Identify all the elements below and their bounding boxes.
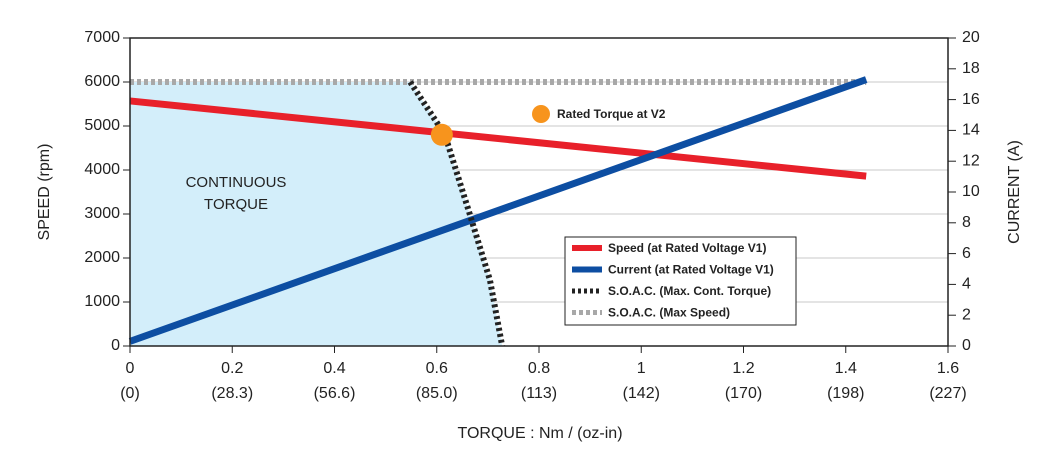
x-tick-label: 0.4 <box>323 360 345 377</box>
y2-tick-label: 20 <box>962 29 980 46</box>
legend-box <box>564 236 797 326</box>
y2-tick-label: 12 <box>962 152 980 169</box>
y2-tick-label: 16 <box>962 91 980 108</box>
legend-label: Speed (at Rated Voltage V1) <box>608 241 766 255</box>
x-tick-sublabel: (56.6) <box>314 385 356 402</box>
y-tick-label: 3000 <box>84 205 120 222</box>
x-tick-sublabel: (0) <box>120 385 140 402</box>
rated-legend-dot <box>532 105 550 123</box>
y2-tick-label: 0 <box>962 337 971 354</box>
region-label: TORQUE <box>204 196 268 213</box>
y2-tick-label: 10 <box>962 183 980 200</box>
y-tick-label: 5000 <box>84 117 120 134</box>
y2-tick-label: 6 <box>962 245 971 262</box>
series-line <box>129 97 867 180</box>
series-line <box>407 80 506 347</box>
y2-tick-label: 2 <box>962 306 971 323</box>
x-tick-sublabel: (85.0) <box>416 385 458 402</box>
x-tick-label: 0.8 <box>528 360 550 377</box>
x-tick-sublabel: (198) <box>827 385 864 402</box>
x-tick-label: 0.6 <box>426 360 448 377</box>
y-tick-label: 7000 <box>84 29 120 46</box>
x-tick-sublabel: (142) <box>623 385 660 402</box>
x-tick-label: 1 <box>637 360 646 377</box>
series-line <box>128 76 868 345</box>
x-tick-label: 1.6 <box>937 360 959 377</box>
y2-tick-label: 4 <box>962 276 971 293</box>
y-tick-label: 6000 <box>84 73 120 90</box>
x-tick-label: 0 <box>126 360 135 377</box>
x-tick-label: 0.2 <box>221 360 243 377</box>
x-tick-sublabel: (113) <box>521 385 557 402</box>
region-label: CONTINUOUS <box>186 174 287 191</box>
y2-tick-label: 18 <box>962 60 980 77</box>
legend-label: S.O.A.C. (Max Speed) <box>608 306 730 320</box>
x-tick-label: 1.4 <box>835 360 857 377</box>
y-tick-label: 4000 <box>84 161 120 178</box>
legend-label: Current (at Rated Voltage V1) <box>608 263 774 277</box>
x-tick-label: 1.2 <box>732 360 754 377</box>
y-tick-label: 2000 <box>84 249 120 266</box>
plot: CONTINUOUS TORQUE <box>128 76 868 347</box>
y-tick-label: 1000 <box>84 293 120 310</box>
rated-legend-label: Rated Torque at V2 <box>557 107 666 121</box>
y2-axis-title: CURRENT (A) <box>1006 140 1023 244</box>
rated-point <box>430 123 453 146</box>
continuous-region <box>130 82 503 346</box>
x-tick-sublabel: (28.3) <box>211 385 253 402</box>
x-tick-sublabel: (170) <box>725 385 762 402</box>
legend-label: S.O.A.C. (Max. Cont. Torque) <box>608 284 771 298</box>
y2-tick-label: 8 <box>962 214 971 231</box>
y-tick-label: 0 <box>111 337 120 354</box>
y-axis-title: SPEED (rpm) <box>36 144 53 241</box>
x-tick-sublabel: (227) <box>929 385 966 402</box>
x-axis-title: TORQUE : Nm / (oz-in) <box>457 425 622 442</box>
plot-frame <box>129 37 949 347</box>
y2-tick-label: 14 <box>962 122 980 139</box>
